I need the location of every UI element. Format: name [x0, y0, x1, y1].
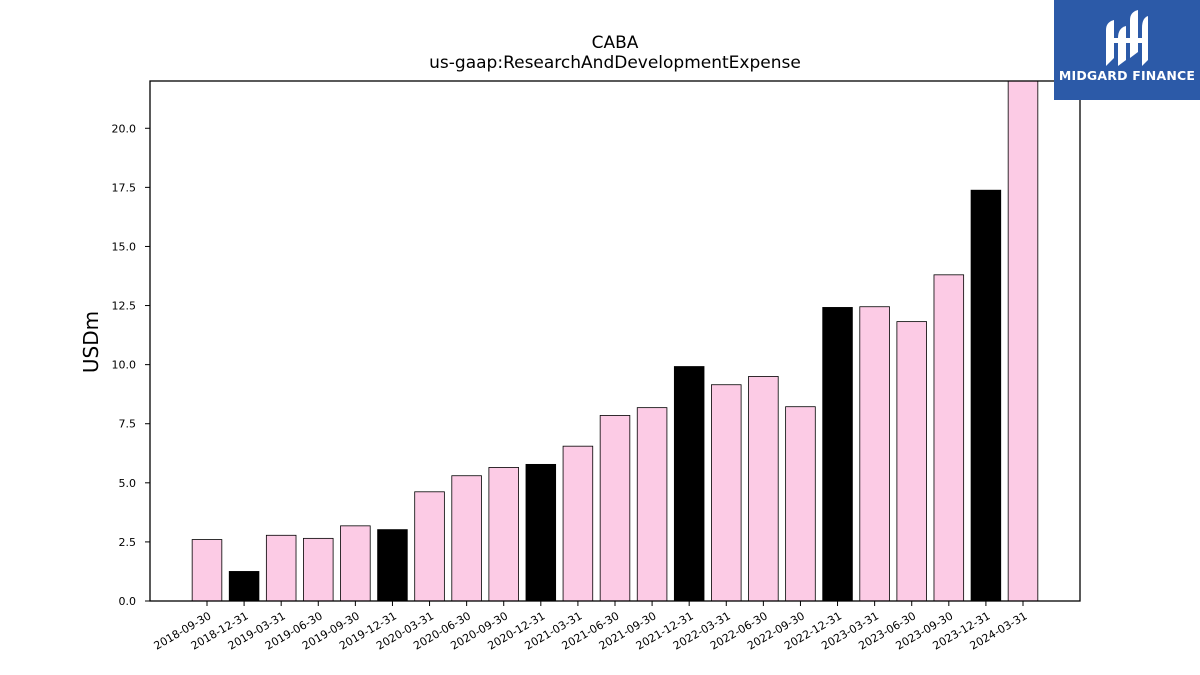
logo-text: MIDGARD FINANCE: [1058, 68, 1196, 83]
bar-2020-03-31: [414, 491, 445, 602]
y-tick-label: 20.0: [112, 122, 137, 135]
y-tick-label: 12.5: [112, 300, 137, 313]
y-tick-label: 7.5: [119, 418, 137, 431]
bar-2023-09-30: [933, 274, 965, 602]
chart-subtitle: us-gaap:ResearchAndDevelopmentExpense: [429, 53, 801, 73]
bar-2022-12-31: [822, 307, 853, 602]
bar-2019-12-31: [377, 529, 408, 602]
midgard-finance-logo: MIDGARD FINANCE: [1054, 0, 1200, 100]
chart-title: CABA: [592, 33, 639, 53]
y-tick-label: 17.5: [112, 181, 137, 194]
bars-group: [191, 80, 1039, 602]
y-axis-label: USDm: [79, 311, 103, 373]
bar-2022-06-30: [748, 376, 779, 602]
bar-2021-09-30: [636, 407, 668, 602]
bar-2022-03-31: [711, 384, 742, 602]
plot-frame: [149, 80, 1081, 602]
bar-2021-03-31: [562, 445, 594, 602]
y-tick-label: 5.0: [119, 477, 137, 490]
bar-2020-09-30: [488, 467, 519, 602]
y-tick-label: 2.5: [119, 536, 137, 549]
bar-2022-09-30: [785, 406, 816, 602]
bar-2024-03-31: [1007, 80, 1039, 602]
bar-2019-06-30: [303, 537, 334, 602]
y-tick-label: 0.0: [119, 595, 137, 608]
bar-2018-09-30: [191, 539, 223, 602]
bar-2018-12-31: [228, 571, 260, 602]
bar-2020-12-31: [525, 463, 557, 602]
y-axis-ticks: 0.0 2.5 5.0 7.5 10.0 12.5 15.0 17.5 20.0: [112, 122, 150, 608]
bar-2021-12-31: [673, 366, 705, 602]
bar-2023-03-31: [859, 306, 890, 602]
bar-2021-06-30: [599, 415, 631, 602]
midgard-logo-icon: [1106, 10, 1148, 66]
bar-2019-09-30: [340, 525, 371, 602]
y-tick-label: 10.0: [112, 359, 137, 372]
bar-2023-06-30: [896, 321, 927, 602]
y-tick-label: 15.0: [112, 240, 137, 253]
bar-2019-03-31: [265, 534, 297, 602]
bar-2023-12-31: [970, 189, 1002, 602]
bar-2020-06-30: [451, 475, 482, 602]
x-axis-ticks: 2018-09-302018-12-312019-03-312019-06-30…: [152, 601, 1030, 653]
